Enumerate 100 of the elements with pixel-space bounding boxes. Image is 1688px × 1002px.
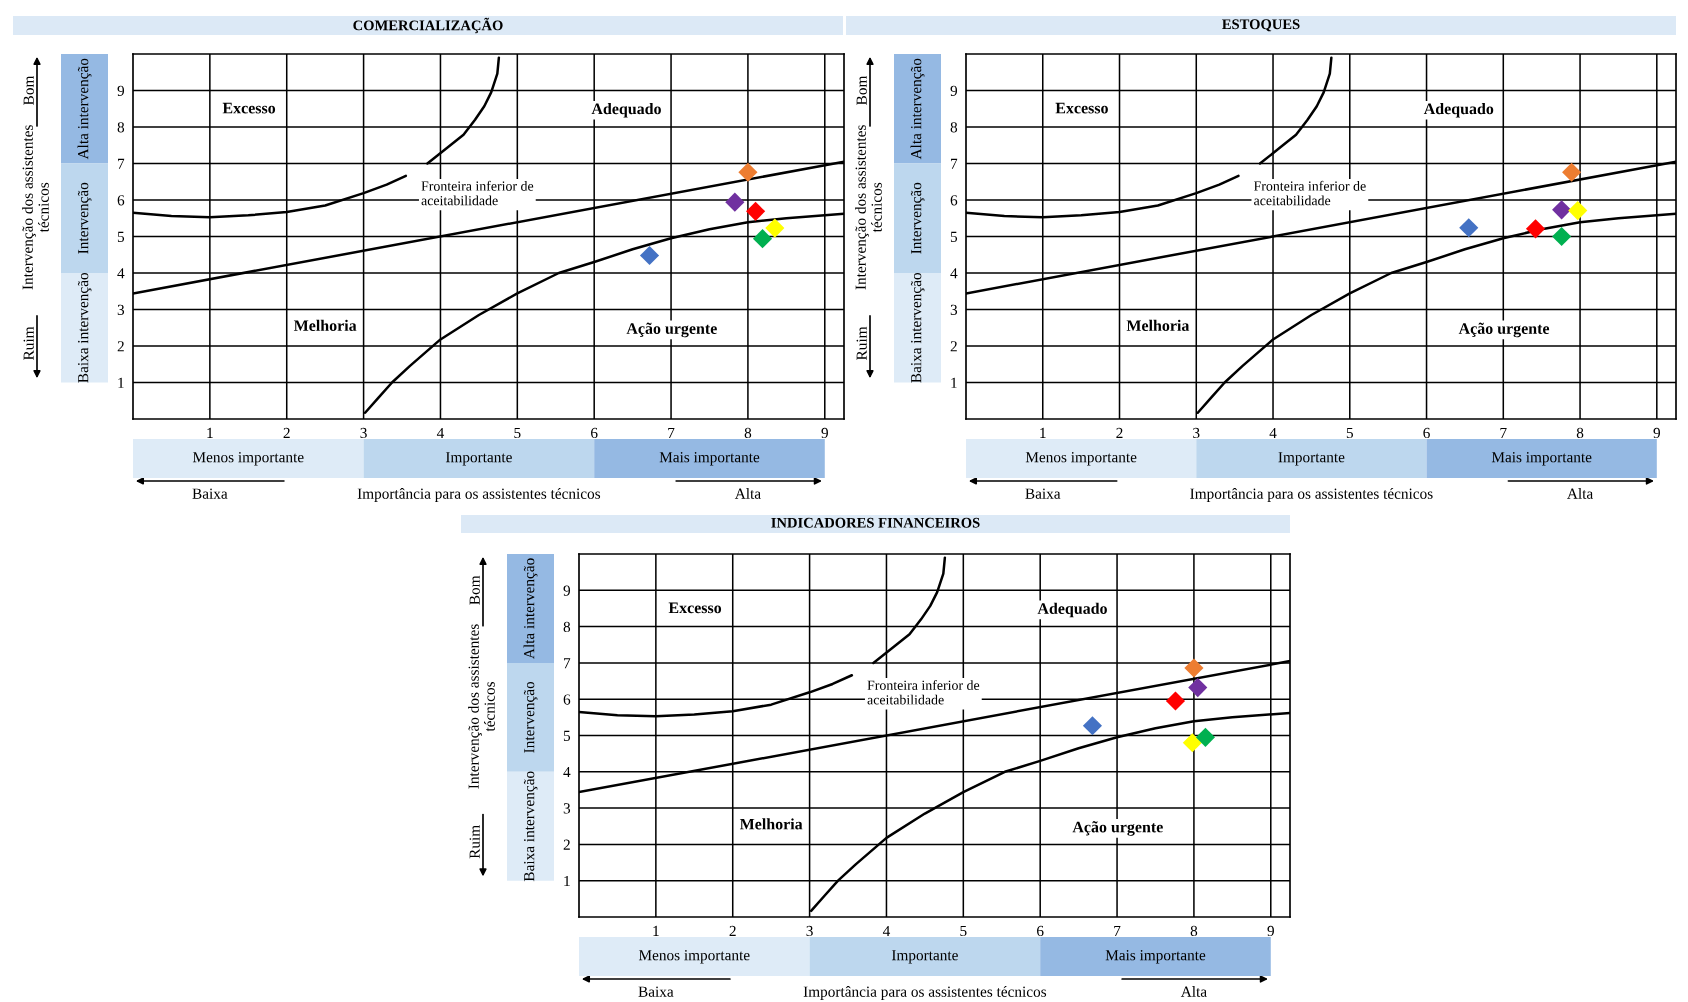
x-tick-label: 4 — [1269, 427, 1277, 438]
y-tick-label: 3 — [950, 304, 958, 315]
annotation: Ação urgente — [1072, 821, 1163, 836]
text: Menos importante — [1025, 452, 1137, 466]
annotation: Adequado — [591, 102, 661, 118]
text: Intervenção — [77, 182, 92, 254]
text: Alta — [734, 488, 761, 499]
text: Mais importante — [659, 452, 760, 466]
text: Importante — [445, 452, 512, 466]
point — [1552, 200, 1572, 220]
point — [1459, 218, 1479, 238]
x-tick-label: 7 — [1500, 427, 1507, 438]
x-axis-title: Importância para os assistentes técnicos — [357, 488, 601, 502]
text: Baixa — [638, 986, 674, 997]
x-tick-label: 2 — [729, 925, 736, 936]
x-tick-label: 7 — [1114, 925, 1121, 936]
y-tick-label: 7 — [564, 658, 571, 669]
annotation: Melhoria — [293, 319, 357, 332]
x-tick-label: 4 — [882, 925, 891, 936]
text: Baixa intervenção — [77, 272, 92, 383]
x-tick-label: 6 — [1037, 925, 1044, 937]
y-tick-label: 1 — [564, 875, 570, 886]
text: Ruim — [856, 326, 867, 360]
text: Baixa intervenção — [523, 771, 538, 882]
point — [1562, 162, 1582, 182]
point — [1188, 678, 1208, 698]
annotation: Adequado — [1423, 102, 1494, 118]
y-tick-label: 9 — [563, 585, 571, 596]
y-axis-title: Intervenção dos assistentes técnicos — [855, 125, 882, 290]
y-axis-title: Intervenção dos assistentes técnicos — [22, 125, 49, 290]
annotation: Ação urgente — [626, 322, 717, 338]
y-tick-label: 7 — [118, 158, 125, 169]
x-tick-label: 8 — [744, 427, 752, 439]
annotation: Fronteira inferior de aceitabilidade — [1253, 180, 1366, 206]
text: Ruim — [23, 326, 34, 360]
text: Mais importante — [1491, 452, 1592, 466]
text: Importante — [891, 950, 958, 964]
y-tick-label: 8 — [117, 122, 125, 133]
x-tick-label: 8 — [1190, 925, 1198, 937]
text: Baixa intervenção — [910, 272, 925, 383]
x-tick-label: 3 — [1193, 427, 1200, 439]
y-tick-label: 4 — [950, 268, 958, 279]
point — [639, 245, 660, 266]
x-tick-label: 3 — [360, 427, 367, 439]
x-tick-label: 5 — [960, 925, 967, 937]
x-tick-label: 1 — [207, 427, 213, 438]
chart-title: COMERCIALIZAÇÃO — [353, 17, 503, 34]
text: Alta intervenção — [523, 558, 538, 659]
point — [1568, 201, 1588, 221]
x-tick-label: 9 — [1267, 925, 1274, 937]
x-tick-label: 7 — [668, 427, 675, 438]
point — [1552, 226, 1572, 247]
x-tick-label: 9 — [821, 427, 828, 439]
annotation: Excesso — [222, 102, 276, 114]
point — [1082, 716, 1103, 736]
y-tick-label: 9 — [950, 85, 958, 96]
text: Alta — [1567, 488, 1593, 499]
annotation: Excesso — [1055, 102, 1108, 114]
point — [1195, 727, 1216, 747]
text: Bom — [469, 575, 480, 605]
y-tick-label: 4 — [563, 767, 571, 778]
point — [752, 229, 773, 249]
y-tick-label: 2 — [563, 839, 570, 850]
y-tick-label: 6 — [950, 195, 958, 206]
annotation: Excesso — [668, 602, 722, 614]
annotation: Melhoria — [1126, 319, 1190, 332]
annotation: Ação urgente — [1458, 322, 1550, 338]
x-tick-label: 6 — [1423, 427, 1430, 439]
annotation: Adequado — [1037, 602, 1107, 618]
text: Menos importante — [192, 452, 304, 466]
point — [738, 162, 758, 182]
point — [746, 201, 766, 221]
text: Bom — [23, 75, 34, 105]
y-tick-label: 7 — [951, 158, 958, 169]
y-tick-label: 8 — [563, 621, 571, 633]
chart-title: ESTOQUES — [1222, 19, 1300, 32]
x-axis-title: Importância para os assistentes técnicos — [803, 986, 1047, 1000]
x-tick-label: 6 — [591, 427, 598, 439]
annotation: Fronteira inferior de aceitabilidade — [421, 180, 534, 206]
text: Alta intervenção — [77, 58, 92, 160]
annotation: Fronteira inferior de aceitabilidade — [867, 680, 980, 705]
x-tick-label: 4 — [436, 427, 445, 438]
x-tick-label: 1 — [1040, 427, 1046, 438]
text: Mais importante — [1105, 950, 1206, 964]
text: Baixa — [1025, 488, 1061, 499]
y-tick-label: 3 — [117, 304, 125, 315]
x-tick-label: 2 — [283, 427, 290, 438]
point — [1165, 691, 1186, 711]
text: Baixa — [192, 488, 228, 499]
y-tick-label: 2 — [950, 341, 957, 352]
text: Alta intervenção — [910, 58, 925, 160]
text: Intervenção — [910, 182, 925, 254]
x-tick-label: 8 — [1576, 427, 1584, 439]
point — [725, 192, 745, 212]
y-tick-label: 1 — [118, 377, 124, 388]
text: Alta — [1180, 986, 1207, 997]
text: Importante — [1278, 452, 1345, 466]
x-tick-label: 9 — [1653, 427, 1660, 439]
text: Menos importante — [638, 950, 750, 964]
x-tick-label: 3 — [806, 925, 813, 937]
